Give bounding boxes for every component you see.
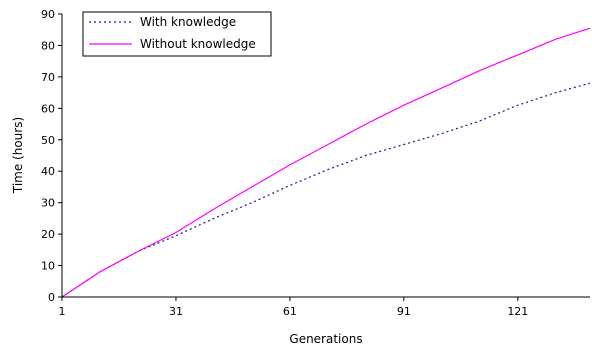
y-axis-ticks: 0 10 20 30 40 50 60 70 80 90 [41, 8, 62, 304]
y-tick-label: 80 [41, 39, 55, 52]
x-axis-ticks: 1 31 61 91 121 [59, 297, 528, 318]
legend: With knowledge Without knowledge [82, 11, 272, 57]
y-tick-label: 70 [41, 71, 55, 84]
y-tick-label: 60 [41, 102, 55, 115]
x-tick-label: 91 [397, 305, 411, 318]
legend-label-without-knowledge: Without knowledge [140, 37, 256, 51]
legend-label-with-knowledge: With knowledge [140, 15, 236, 29]
y-tick-label: 0 [48, 291, 55, 304]
x-tick-label: 121 [507, 305, 528, 318]
y-tick-label: 10 [41, 260, 55, 273]
y-axis-title: Time (hours) [11, 117, 25, 194]
legend-box [82, 11, 272, 57]
x-tick-label: 1 [59, 305, 66, 318]
x-tick-label: 61 [283, 305, 297, 318]
x-tick-label: 31 [169, 305, 183, 318]
y-tick-label: 30 [41, 197, 55, 210]
series-line-without-knowledge [61, 27, 591, 298]
y-tick-label: 50 [41, 134, 55, 147]
series-layer [61, 27, 591, 298]
y-tick-label: 20 [41, 228, 55, 241]
y-tick-label: 40 [41, 165, 55, 178]
y-tick-label: 90 [41, 8, 55, 21]
series-line-with-knowledge [61, 82, 591, 298]
x-axis-title: Generations [289, 332, 362, 346]
